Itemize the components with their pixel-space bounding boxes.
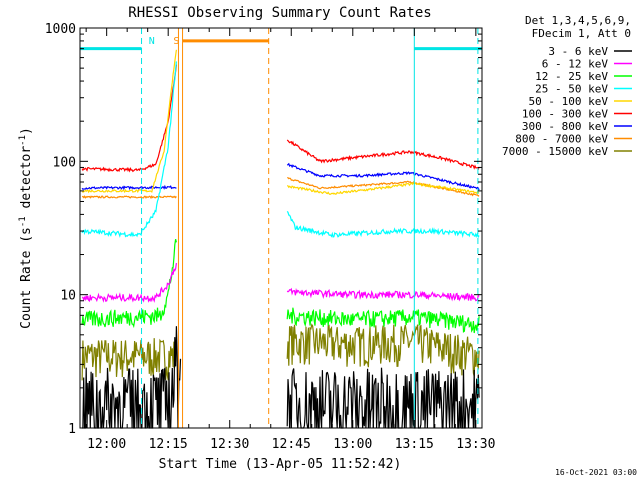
legend-item-6-12-kev-label: 6 - 12 keV bbox=[542, 58, 609, 71]
series-7000-15000-kev-line bbox=[81, 323, 480, 381]
series-6-12-kev-line bbox=[81, 262, 480, 303]
x-tick-label-1230: 12:30 bbox=[210, 437, 249, 452]
x-tick-label-1215: 12:15 bbox=[149, 437, 188, 452]
y-axis-label-part-a: Count Rate (s bbox=[19, 227, 34, 329]
x-tick-label-1330: 13:30 bbox=[456, 437, 495, 452]
x-tick-label-1300: 13:00 bbox=[333, 437, 372, 452]
y-axis-label-sup-1: -1 bbox=[18, 216, 28, 227]
x-tick-label-1315: 13:15 bbox=[395, 437, 434, 452]
legend-item-300-800-kev-label: 300 - 800 keV bbox=[522, 120, 608, 133]
legend-item-50-100-kev-label: 50 - 100 keV bbox=[529, 95, 609, 108]
legend-header-line-2: FDecim 1, Att 0 bbox=[532, 27, 631, 40]
footer-date: 16-Oct-2021 03:00 bbox=[555, 468, 637, 477]
axes: 1 10 100 1000 12:00 12:15 12:30 12:45 13:00 13:15… bbox=[45, 22, 496, 452]
series-50-100-kev-line bbox=[81, 49, 480, 196]
x-axis-label: Start Time (13-Apr-05 11:52:42) bbox=[159, 457, 402, 472]
plot-frame bbox=[79, 27, 483, 429]
legend-item-100-300-kev-label: 100 - 300 keV bbox=[522, 108, 608, 121]
legend-item-7000-15000-kev-label: 7000 - 15000 keV bbox=[502, 145, 608, 158]
legend-item-25-50-kev-label: 25 - 50 keV bbox=[535, 83, 608, 96]
series-12-25-kev-line bbox=[81, 239, 480, 334]
y-tick-label-10: 10 bbox=[60, 289, 76, 304]
chart-title: RHESSI Observing Summary Count Rates bbox=[128, 5, 431, 21]
series-800-7000-kev-line bbox=[81, 177, 480, 200]
y-tick-label-1: 1 bbox=[68, 422, 76, 437]
legend-item-3-6-kev-label: 3 - 6 keV bbox=[548, 45, 608, 58]
x-tick-label-1200: 12:00 bbox=[87, 437, 126, 452]
x-tick-label-1245: 12:45 bbox=[272, 437, 311, 452]
y-axis-label-part-e: ) bbox=[19, 127, 34, 135]
legend-item-800-7000-kev-label: 800 - 7000 keV bbox=[515, 133, 608, 146]
y-tick-label-1000: 1000 bbox=[45, 22, 76, 37]
y-axis-label-sup-2: -1 bbox=[18, 135, 28, 146]
series-25-50-kev-line bbox=[81, 61, 480, 239]
legend: Det 1,3,4,5,6,9, FDecim 1, Att 0 3 - 6 k… bbox=[502, 14, 632, 158]
series-100-300-kev-line bbox=[81, 64, 480, 173]
legend-item-12-25-kev-label: 12 - 25 keV bbox=[535, 70, 608, 83]
marker-label-s: S bbox=[173, 36, 179, 47]
marker-label-n: N bbox=[149, 36, 155, 47]
y-axis-label: Count Rate (s-1 detector-1) bbox=[18, 127, 34, 329]
y-tick-label-100: 100 bbox=[53, 155, 76, 170]
y-axis-label-part-c: detector bbox=[19, 146, 34, 217]
legend-header-line-1: Det 1,3,4,5,6,9, bbox=[525, 14, 631, 27]
